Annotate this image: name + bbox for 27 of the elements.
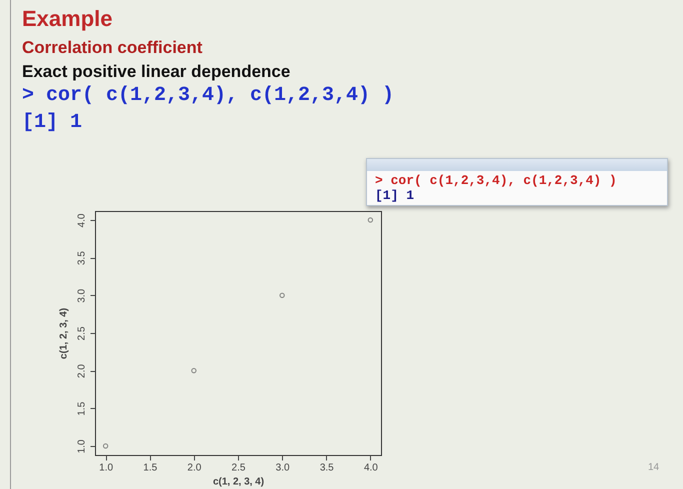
y-tick-label: 2.5 bbox=[76, 326, 88, 340]
y-tick-label: 3.0 bbox=[76, 288, 88, 303]
x-tick-label: 3.0 bbox=[276, 462, 290, 474]
point bbox=[368, 217, 374, 223]
y-tick-label: 1.0 bbox=[76, 439, 88, 454]
point bbox=[280, 292, 285, 298]
x-axis-title: c(1, 2, 3, 4) bbox=[212, 476, 264, 488]
y-tick-label: 4.0 bbox=[76, 213, 88, 228]
text: 14 bbox=[648, 462, 660, 473]
x-tick-label: 1.0 bbox=[99, 462, 114, 474]
console-window: > cor( c(1,2,3,4), c(1,2,3,4) ) [1] 1 bbox=[366, 158, 668, 206]
x-tick-label: 1.5 bbox=[143, 462, 158, 474]
chart-title: Example bbox=[22, 6, 112, 32]
point bbox=[191, 368, 196, 374]
y-axis-title: c(1, 2, 3, 4) bbox=[58, 308, 70, 360]
y-tick-label: 3.5 bbox=[76, 250, 88, 266]
x-tick-label: 2.5 bbox=[232, 462, 246, 474]
point bbox=[102, 443, 108, 449]
y-tick-label: 1.5 bbox=[76, 401, 88, 416]
text: Exact positive linear dependence bbox=[22, 62, 290, 82]
x-tick-label: 2.0 bbox=[187, 462, 202, 474]
x-tick-label: 3.5 bbox=[320, 462, 334, 474]
y-tick-label: 2.0 bbox=[76, 364, 88, 378]
text: > cor( c(1,2,3,4), c(1,2,3,4) ) bbox=[22, 84, 394, 107]
x-tick-label: 4.0 bbox=[364, 462, 378, 474]
chart-subtitle: Correlation coefficient bbox=[22, 38, 202, 58]
text: [1] 1 bbox=[22, 111, 82, 134]
